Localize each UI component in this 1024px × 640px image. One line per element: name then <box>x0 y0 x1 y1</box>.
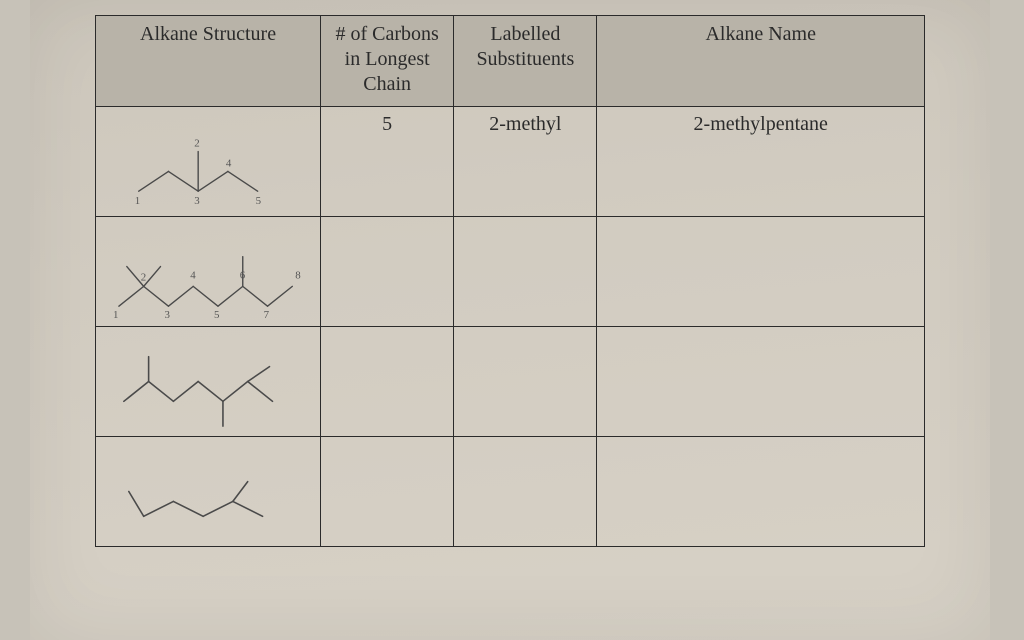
worksheet-page: Alkane Structure # of Carbonsin LongestC… <box>30 0 990 640</box>
svg-text:3: 3 <box>194 195 200 207</box>
col-header-carbons: # of Carbonsin LongestChain <box>321 16 454 107</box>
alkane-table: Alkane Structure # of Carbonsin LongestC… <box>95 15 925 547</box>
col-header-name: Alkane Name <box>597 16 925 107</box>
svg-text:5: 5 <box>256 195 262 207</box>
carbons-cell: 5 <box>321 107 454 217</box>
col-header-structure: Alkane Structure <box>96 16 321 107</box>
structure-cell-1: 1 2 3 4 5 <box>96 107 321 217</box>
table-row <box>96 327 925 437</box>
svg-text:2: 2 <box>141 271 146 283</box>
subs-cell <box>454 327 597 437</box>
structure-cell-4 <box>96 437 321 547</box>
svg-text:7: 7 <box>264 309 270 321</box>
name-cell <box>597 437 925 547</box>
name-cell <box>597 327 925 437</box>
svg-text:2: 2 <box>194 138 199 150</box>
subs-cell: 2-methyl <box>454 107 597 217</box>
subs-cell <box>454 217 597 327</box>
svg-text:1: 1 <box>135 195 140 207</box>
svg-text:4: 4 <box>190 269 196 281</box>
name-cell <box>597 217 925 327</box>
structure-cell-2: 1 2 3 4 5 6 7 8 <box>96 217 321 327</box>
svg-text:1: 1 <box>113 309 118 321</box>
svg-text:4: 4 <box>226 157 232 169</box>
structure-svg-1: 1 2 3 4 5 <box>96 107 320 216</box>
table-row: 1 2 3 4 5 5 2-methyl 2-methylpentane <box>96 107 925 217</box>
carbons-cell <box>321 437 454 547</box>
header-row: Alkane Structure # of Carbonsin LongestC… <box>96 16 925 107</box>
col-header-subs: LabelledSubstituents <box>454 16 597 107</box>
svg-text:8: 8 <box>295 269 301 281</box>
structure-cell-3 <box>96 327 321 437</box>
table-row <box>96 437 925 547</box>
structure-svg-2: 1 2 3 4 5 6 7 8 <box>96 217 320 326</box>
svg-text:3: 3 <box>164 309 170 321</box>
table-row: 1 2 3 4 5 6 7 8 <box>96 217 925 327</box>
carbons-cell <box>321 217 454 327</box>
svg-text:6: 6 <box>240 269 246 281</box>
structure-svg-4 <box>96 437 320 546</box>
structure-svg-3 <box>96 327 320 436</box>
carbons-cell <box>321 327 454 437</box>
svg-text:5: 5 <box>214 309 220 321</box>
name-cell: 2-methylpentane <box>597 107 925 217</box>
subs-cell <box>454 437 597 547</box>
